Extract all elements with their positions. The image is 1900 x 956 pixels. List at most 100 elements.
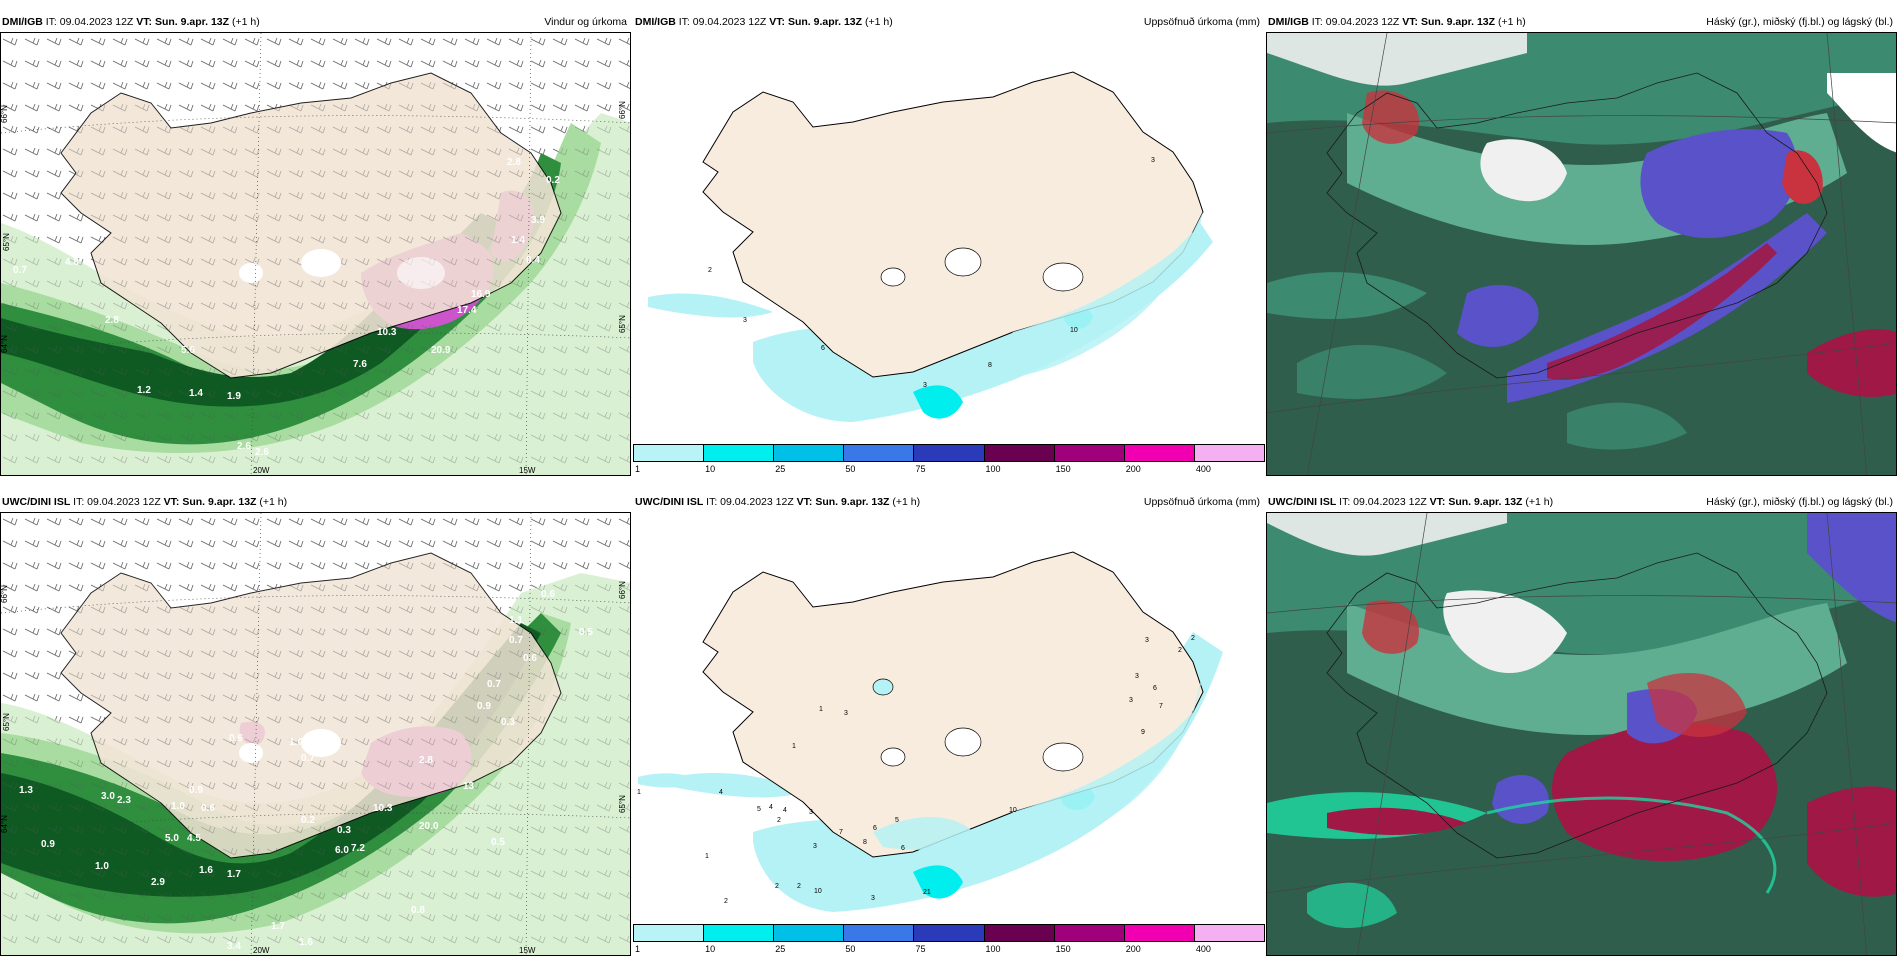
colorbar-tick-label: 400: [1195, 944, 1211, 954]
lat-label: 66°N: [1, 105, 9, 123]
precip-value: 0.8: [411, 905, 425, 916]
map-canvas: 66°N 64°N 66°N 65°N 65°N 15W 20W 0.7 4.8…: [1, 33, 630, 475]
accum-value: 9: [1141, 729, 1145, 736]
source-label: UWC/DINI ISL: [635, 496, 704, 508]
precip-value: 1.0: [171, 801, 185, 812]
lead-time: (+1 h): [1497, 16, 1526, 28]
precip-values: 0.7 4.8 2.8 5.6 1.2 1.4 1.9 2.6 2.6 7.6 …: [13, 157, 560, 458]
precip-value: 1.6: [299, 937, 313, 948]
accum-value: 3: [809, 809, 813, 816]
precip-value: 3.4: [227, 941, 241, 952]
colorbar-swatch: [633, 924, 705, 942]
accum-value: 3: [813, 843, 817, 850]
valid-time-label: VT:: [136, 16, 153, 28]
colorbar-swatch: [703, 444, 775, 462]
precip-value: 0.5: [579, 627, 593, 638]
colorbar-swatch: [1193, 444, 1265, 462]
accum-value: 4: [769, 804, 773, 811]
panel-header: UWC/DINI ISL IT: 09.04.2023 12Z VT: Sun.…: [0, 492, 631, 512]
glacier: [880, 267, 906, 287]
lead-time: (+1 h): [231, 16, 260, 28]
precip-value: 0.7: [13, 265, 27, 276]
accum-value: 4: [719, 789, 723, 796]
precip-value: 0.3: [337, 825, 351, 836]
panel-dmi-clouds: DMI/IGB IT: 09.04.2023 12Z VT: Sun. 9.ap…: [1266, 12, 1897, 476]
lat-label: 66°N: [1, 585, 9, 603]
precip-value: 1.7: [271, 921, 285, 932]
precip-value: 0.2: [301, 815, 315, 826]
lat-label: 65°N: [2, 233, 11, 251]
map-clouds[interactable]: [1266, 32, 1897, 476]
map-canvas: 3 3 6 8 3 10 2: [633, 32, 1264, 444]
panel-header: UWC/DINI ISL IT: 09.04.2023 12Z VT: Sun.…: [633, 492, 1264, 512]
colorbar-tick-label: 100: [985, 464, 1001, 474]
map-wind-precip[interactable]: 66°N 64°N 66°N 65°N 65°N 15W 20W 0.7 4.8…: [0, 32, 631, 476]
accum-value: 2: [797, 883, 801, 890]
precip-value: 0.4: [526, 255, 540, 266]
lat-label: 65°N: [618, 795, 627, 813]
accum-value: 7: [839, 829, 843, 836]
map-accum-precip[interactable]: 3 3 6 8 3 10 2: [633, 32, 1264, 444]
valid-time-label: VT:: [769, 16, 786, 28]
precip-value: 1.0: [289, 737, 303, 748]
lat-label: 65°N: [2, 713, 11, 731]
precip-value: 20.0: [419, 821, 439, 832]
map-wind-precip[interactable]: 66°N 64°N 66°N 65°N 65°N 15W 20W 0.6 0.5…: [0, 512, 631, 956]
lat-label: 64°N: [1, 815, 9, 833]
precip-value: 7.6: [353, 359, 367, 370]
accum-value: 3: [1145, 637, 1149, 644]
precip-value: 2.6: [255, 447, 269, 458]
accum-value: 8: [863, 839, 867, 846]
accum-value: 2: [775, 883, 779, 890]
accum-value: 2: [1191, 635, 1195, 642]
valid-time-label: VT:: [1402, 16, 1419, 28]
map-clouds[interactable]: [1266, 512, 1897, 956]
colorbar-swatch: [1193, 924, 1265, 942]
lon-label: 20W: [253, 946, 270, 955]
accum-value: 21: [923, 889, 931, 896]
accum-value: 4: [783, 807, 787, 814]
precip-value: 1.4: [511, 235, 525, 246]
lat-label: 64°N: [1, 335, 9, 353]
accum-value: 1: [792, 743, 796, 750]
precip-value: 1.6: [199, 865, 213, 876]
accum-value: 10: [814, 888, 822, 895]
accum-value: 7: [1159, 703, 1163, 710]
precip-value: 0.6: [201, 803, 215, 814]
precip-value: 2.8: [507, 157, 521, 168]
accum-value: 8: [988, 362, 992, 369]
init-time: IT: 09.04.2023 12Z: [678, 16, 767, 28]
precip-value: 5.6: [181, 345, 195, 356]
accum-value: 1: [637, 789, 641, 796]
precip-value: 0.9: [41, 839, 55, 850]
precip-value: 0.9: [477, 701, 491, 712]
panel-header: DMI/IGB IT: 09.04.2023 12Z VT: Sun. 9.ap…: [1266, 12, 1897, 32]
precip-value: 10.3: [373, 803, 393, 814]
valid-time-label: VT:: [796, 496, 813, 508]
precip-value: 0.7: [509, 635, 523, 646]
panel-title: Háský (gr.), miðský (fj.bl.) og lágský (…: [1706, 496, 1893, 508]
colorbar-swatch: [773, 924, 845, 942]
map-accum-precip[interactable]: 3 2 2 3 6 7 9 3 1 1 4 1 3 5 4 2 4 3 1 2: [633, 512, 1264, 924]
panel-title: Háský (gr.), miðský (fj.bl.) og lágský (…: [1706, 16, 1893, 28]
source-label: DMI/IGB: [1268, 16, 1309, 28]
precip-value: 16.9: [471, 289, 491, 300]
accum-values: 3 2 2 3 6 7 9 3 1 1 4 1 3 5 4 2 4 3 1 2: [637, 635, 1195, 905]
lat-label: 65°N: [618, 315, 627, 333]
init-time: IT: 09.04.2023 12Z: [1311, 16, 1400, 28]
panel-uwc-wind-precip: UWC/DINI ISL IT: 09.04.2023 12Z VT: Sun.…: [0, 492, 631, 956]
colorbar-swatch: [703, 924, 775, 942]
colorbar-tick-label: 10: [705, 464, 716, 474]
accum-value: 2: [724, 898, 728, 905]
colorbar-tick-label: 10: [705, 944, 716, 954]
accum-values: 3 3 6 8 3 10 2: [708, 157, 1155, 389]
precip-value: 4.5: [187, 833, 201, 844]
colorbar-tick-label: 75: [915, 464, 926, 474]
accum-value: 5: [895, 817, 899, 824]
precip-value: 7.2: [351, 843, 365, 854]
precip-value: 0.7: [301, 753, 315, 764]
precip-value: 3.9: [531, 215, 545, 226]
precip-value: 17.4: [457, 305, 477, 316]
valid-time-label: VT:: [1429, 496, 1446, 508]
colorbar-tick-label: 400: [1195, 464, 1211, 474]
